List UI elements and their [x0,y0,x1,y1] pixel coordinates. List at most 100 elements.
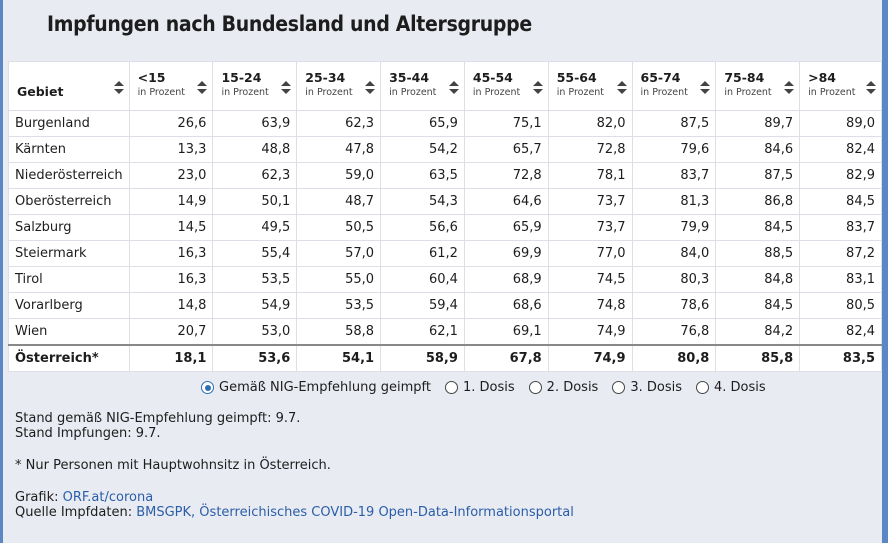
value-cell: 56,6 [380,214,465,241]
value-cell: 48,7 [296,188,382,215]
radio-label: 2. Dosis [546,380,599,395]
value-cell: 54,1 [296,344,382,372]
value-cell: 83,7 [799,214,882,241]
column-header-2[interactable]: 15-24 in Prozent [212,61,298,111]
column-header-4[interactable]: 35-44 in Prozent [380,61,465,111]
column-header-unit: in Prozent [640,87,688,98]
value-cell: 69,1 [463,318,549,346]
value-cell: 82,9 [799,162,882,189]
sort-arrows-icon[interactable] [281,81,292,95]
sort-arrows-icon[interactable] [113,81,124,95]
radio-circle-icon[interactable] [201,381,214,394]
value-cell: 50,1 [212,188,298,215]
value-cell: 60,4 [380,266,465,293]
quelle-link[interactable]: BMSGPK, Österreichisches COVID-19 Open-D… [136,505,574,520]
dose-selector: Gemäß NIG-Empfehlung geimpft 1. Dosis 2. D… [201,380,780,395]
stand-nig-text: Stand gemäß NIG-Empfehlung geimpft: 9.7. [15,411,301,426]
sort-arrows-icon[interactable] [532,81,543,95]
radio-circle-icon[interactable] [612,381,626,394]
value-cell: 86,8 [715,188,801,215]
value-cell: 68,6 [463,292,549,319]
column-header-7[interactable]: 65-74 in Prozent [631,61,717,111]
value-cell: 64,6 [463,188,549,215]
table-header-row: Gebiet <15 in Prozent 15-24 in Prozent 25-34 i… [8,61,882,111]
value-cell: 23,0 [128,162,214,189]
value-cell: 82,4 [799,136,882,163]
column-header-unit: in Prozent [305,87,353,98]
table-row: Tirol 16,3 53,5 55,0 60,4 68,9 74,5 80,3 84,8 83,… [8,266,882,293]
value-cell: 16,3 [128,240,214,267]
radio-circle-icon[interactable] [696,381,710,394]
sort-arrows-icon[interactable] [784,81,795,95]
column-header-label: 65-74 [640,70,681,85]
column-header-label: 25-34 [305,70,346,85]
table-row: Salzburg 14,5 49,5 50,5 56,6 65,9 73,7 79,9 84,5… [8,214,882,241]
value-cell: 87,5 [631,110,717,137]
region-name: Niederösterreich [8,162,130,189]
value-cell: 84,8 [715,266,801,293]
column-header-5[interactable]: 45-54 in Prozent [463,61,549,111]
value-cell: 82,0 [547,110,633,137]
radio-option-3[interactable]: 3. Dosis [612,380,682,395]
radio-label: Gemäß NIG-Empfehlung geimpft [219,380,431,395]
sort-arrows-icon[interactable] [448,81,459,95]
vaccination-table: Gebiet <15 in Prozent 15-24 in Prozent 25-34 i… [8,61,882,372]
value-cell: 81,3 [631,188,717,215]
value-cell: 84,6 [715,136,801,163]
grafik-label: Grafik: [15,490,63,505]
column-header-0[interactable]: Gebiet [8,61,130,111]
radio-option-4[interactable]: 4. Dosis [696,380,766,395]
value-cell: 76,8 [631,318,717,346]
value-cell: 14,9 [128,188,214,215]
value-cell: 84,2 [715,318,801,346]
region-name: Wien [8,318,130,346]
value-cell: 49,5 [212,214,298,241]
sort-arrows-icon[interactable] [197,81,208,95]
column-header-label: 15-24 [221,70,262,85]
value-cell: 69,9 [463,240,549,267]
value-cell: 83,1 [799,266,882,293]
value-cell: 84,5 [715,292,801,319]
radio-option-1[interactable]: 1. Dosis [445,380,515,395]
column-header-3[interactable]: 25-34 in Prozent [296,61,382,111]
radio-option-2[interactable]: 2. Dosis [528,380,599,395]
value-cell: 53,6 [212,344,298,372]
table-row: Kärnten 13,3 48,8 47,8 54,2 65,7 72,8 79,6 84,6 8… [8,136,882,163]
table-row: Burgenland 26,6 63,9 62,3 65,9 75,1 82,0 87,5 89… [8,110,882,137]
value-cell: 58,8 [296,318,382,346]
region-name: Steiermark [8,240,130,267]
column-header-8[interactable]: 75-84 in Prozent [715,61,801,111]
column-header-label: 55-64 [556,70,597,85]
column-header-6[interactable]: 55-64 in Prozent [547,61,633,111]
radio-circle-icon[interactable] [528,381,542,394]
value-cell: 80,8 [631,344,717,372]
region-name: Kärnten [8,136,130,163]
value-cell: 20,7 [128,318,214,346]
value-cell: 53,5 [212,266,298,293]
column-header-unit: in Prozent [724,87,772,98]
sort-arrows-icon[interactable] [700,81,711,95]
value-cell: 13,3 [128,136,214,163]
radio-circle-icon[interactable] [445,381,458,394]
radio-option-0[interactable]: Gemäß NIG-Empfehlung geimpft [201,380,431,395]
column-header-1[interactable]: <15 in Prozent [128,61,214,111]
value-cell: 84,5 [799,188,882,215]
sort-arrows-icon[interactable] [365,81,376,95]
column-header-9[interactable]: >84 in Prozent [799,61,882,111]
value-cell: 65,9 [380,110,465,137]
radio-label: 3. Dosis [630,380,683,395]
value-cell: 73,7 [547,188,633,215]
value-cell: 80,5 [799,292,882,319]
column-header-unit: in Prozent [556,87,605,98]
grafik-link[interactable]: ORF.at/corona [62,490,154,505]
column-header-unit: in Prozent [221,87,269,98]
value-cell: 75,1 [463,110,549,137]
table-row: Vorarlberg 14,8 54,9 53,5 59,4 68,6 74,8 78,6 84… [8,292,882,319]
value-cell: 77,0 [547,240,633,267]
sort-arrows-icon[interactable] [866,81,876,95]
value-cell: 79,9 [631,214,717,241]
value-cell: 83,5 [799,344,882,372]
value-cell: 57,0 [296,240,382,267]
value-cell: 84,0 [631,240,717,267]
sort-arrows-icon[interactable] [616,81,627,95]
